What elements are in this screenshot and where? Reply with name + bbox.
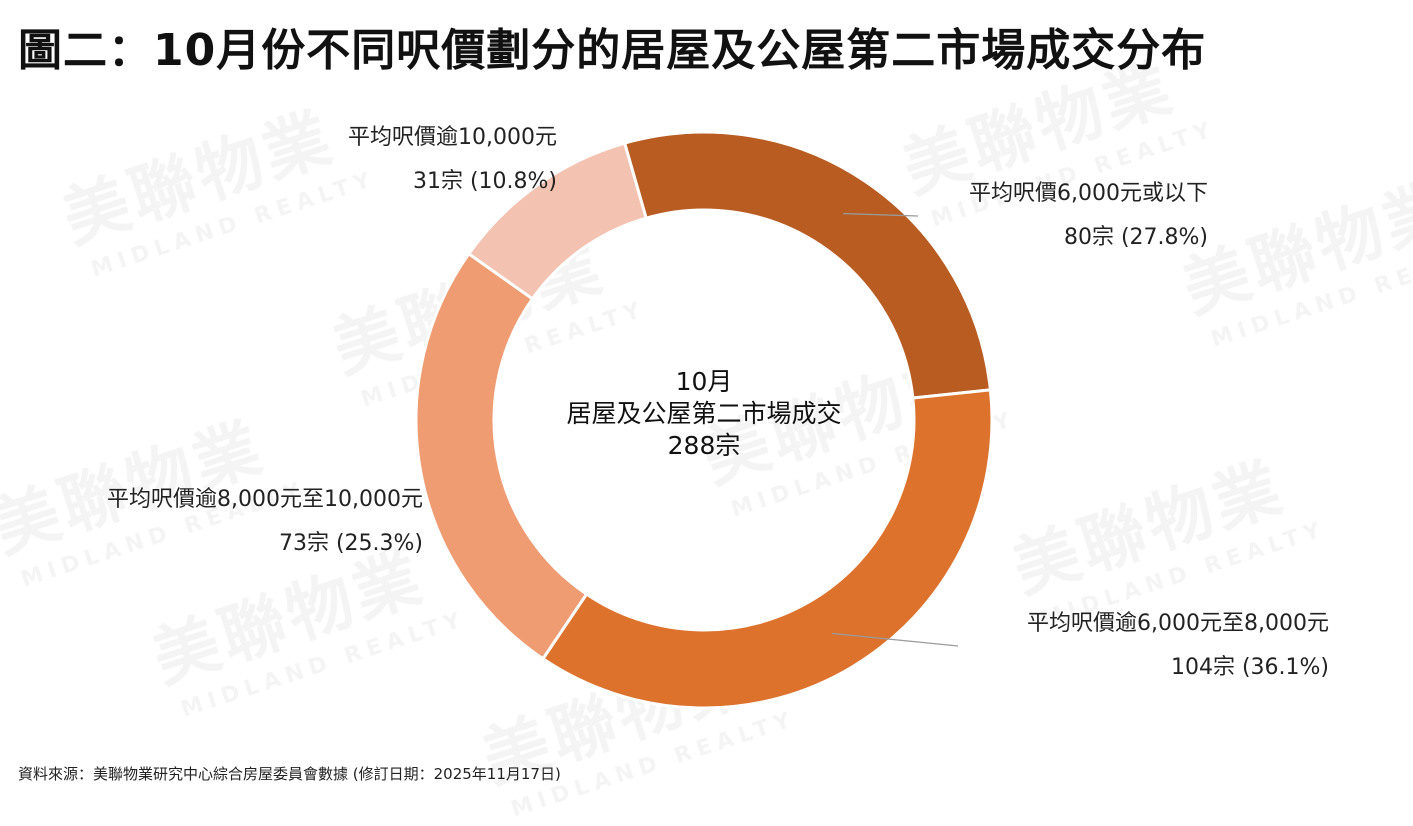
- data-label-name: 平均呎價逾8,000元至10,000元: [107, 487, 423, 512]
- data-label-slice-1: 平均呎價6,000元或以下 80宗 (27.8%): [969, 172, 1208, 260]
- center-category: 居屋及公屋第二市場成交: [566, 399, 842, 428]
- donut-slice: [540, 388, 994, 710]
- leader-line: [843, 212, 919, 217]
- donut-slice: [414, 251, 589, 661]
- center-total: 288宗: [667, 431, 741, 460]
- data-label-slice-4: 平均呎價逾10,000元 31宗 (10.8%): [348, 116, 557, 204]
- leader-line: [832, 632, 959, 647]
- donut-slice: [466, 141, 648, 301]
- data-label-name: 平均呎價6,000元或以下: [969, 181, 1208, 206]
- data-label-slice-3: 平均呎價逾8,000元至10,000元 73宗 (25.3%): [107, 478, 423, 566]
- chart-title: 圖二：10月份不同呎價劃分的居屋及公屋第二市場成交分布: [18, 25, 1207, 76]
- data-label-name: 平均呎價逾6,000元至8,000元: [1027, 611, 1329, 636]
- source-note: 資料來源：美聯物業研究中心綜合房屋委員會數據 (修訂日期：2025年11月17日…: [18, 765, 561, 783]
- center-summary: 10月 居屋及公屋第二市場成交 288宗: [504, 366, 904, 462]
- data-label-slice-2: 平均呎價逾6,000元至8,000元 104宗 (36.1%): [1027, 602, 1329, 690]
- data-label-value: 104宗 (36.1%): [1170, 655, 1329, 680]
- donut-chart: [414, 130, 994, 710]
- data-label-name: 平均呎價逾10,000元: [348, 125, 557, 150]
- data-label-value: 80宗 (27.8%): [1063, 225, 1208, 250]
- donut-slice: [622, 130, 993, 400]
- data-label-value: 31宗 (10.8%): [412, 169, 557, 194]
- center-month: 10月: [675, 367, 733, 396]
- data-label-value: 73宗 (25.3%): [278, 531, 423, 556]
